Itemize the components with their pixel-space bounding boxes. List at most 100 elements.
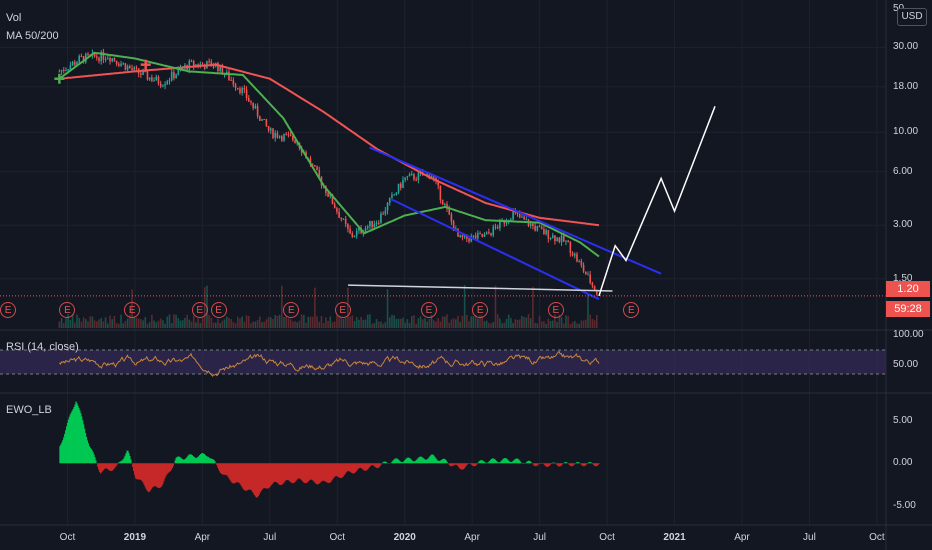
volume-bar bbox=[78, 317, 80, 328]
ewo-bar bbox=[318, 463, 320, 484]
ewo-bar bbox=[487, 462, 489, 464]
candle-body bbox=[327, 192, 329, 197]
candle-body bbox=[314, 165, 316, 167]
ewo-bar bbox=[171, 463, 174, 469]
volume-bar bbox=[217, 318, 219, 328]
ewo-bar bbox=[218, 463, 220, 470]
ewo-bar bbox=[333, 463, 335, 478]
ewo-bar bbox=[295, 463, 297, 481]
ewo-bar bbox=[508, 461, 511, 464]
volume-bar bbox=[270, 317, 272, 328]
ewo-bar bbox=[286, 463, 289, 480]
volume-bar bbox=[391, 314, 393, 328]
ewo-bar bbox=[395, 458, 397, 464]
legend-ma[interactable]: MA 50/200 bbox=[6, 30, 59, 42]
volume-bar bbox=[510, 318, 512, 328]
ewo-bar bbox=[208, 457, 210, 464]
legend-rsi[interactable]: RSI (14, close) bbox=[6, 341, 79, 353]
ewo-bar bbox=[135, 463, 138, 480]
volume-bar bbox=[336, 315, 338, 328]
candle-body bbox=[245, 89, 248, 99]
ewo-bar bbox=[219, 463, 222, 473]
candle-body bbox=[516, 212, 519, 214]
earnings-marker[interactable]: E bbox=[472, 302, 489, 318]
ewo-bar bbox=[515, 458, 517, 464]
ewo-bar bbox=[458, 463, 461, 469]
earnings-marker[interactable]: E bbox=[547, 302, 564, 318]
earnings-marker[interactable]: E bbox=[59, 302, 76, 318]
ewo-bar bbox=[139, 463, 141, 480]
volume-bar bbox=[115, 323, 118, 328]
volume-bar bbox=[84, 319, 87, 328]
volume-bar bbox=[523, 316, 525, 328]
ewo-bar bbox=[328, 463, 330, 484]
earnings-marker[interactable]: E bbox=[283, 302, 300, 318]
ewo-bar bbox=[355, 463, 358, 471]
candle-body bbox=[115, 60, 118, 64]
ewo-bar bbox=[404, 459, 407, 464]
ewo-bar bbox=[83, 428, 86, 464]
earnings-marker[interactable]: E bbox=[124, 302, 141, 318]
earnings-marker[interactable]: E bbox=[191, 302, 208, 318]
candle-body bbox=[87, 53, 89, 55]
volume-bar bbox=[349, 316, 351, 328]
ewo-bar bbox=[393, 459, 395, 464]
volume-bar bbox=[424, 318, 426, 328]
ewo-bar bbox=[571, 463, 573, 467]
ewo-bar bbox=[247, 463, 249, 490]
candle-body bbox=[58, 71, 61, 73]
ewo-bar bbox=[472, 463, 474, 466]
time-label: Apr bbox=[734, 532, 750, 543]
ewo-bar bbox=[249, 463, 251, 490]
volume-bar bbox=[551, 320, 554, 328]
ewo-bar bbox=[441, 459, 444, 464]
earnings-marker[interactable]: E bbox=[0, 302, 17, 318]
currency-button[interactable]: USD bbox=[897, 8, 927, 26]
ewo-bar bbox=[475, 463, 478, 465]
candle-body bbox=[228, 71, 230, 80]
ewo-bar bbox=[470, 463, 472, 465]
ewo-label: 0.00 bbox=[893, 457, 913, 469]
ewo-bar bbox=[503, 458, 505, 464]
ewo-bar bbox=[560, 463, 563, 466]
ewo-bar bbox=[269, 463, 272, 486]
candle-body bbox=[159, 83, 162, 87]
volume-bar bbox=[289, 319, 292, 328]
volume-bar bbox=[459, 321, 462, 328]
volume-bar bbox=[225, 316, 228, 328]
ewo-bar bbox=[188, 454, 191, 464]
earnings-marker[interactable]: E bbox=[623, 302, 640, 318]
legend-vol[interactable]: Vol bbox=[6, 12, 22, 24]
ewo-bar bbox=[265, 463, 267, 489]
legend-ewo[interactable]: EWO_LB bbox=[6, 404, 52, 416]
ewo-bar bbox=[223, 463, 225, 475]
volume-bar bbox=[455, 319, 457, 328]
volume-bar bbox=[325, 317, 327, 328]
ewo-bar bbox=[411, 460, 413, 464]
ewo-bar bbox=[180, 457, 182, 464]
ewo-bar bbox=[570, 463, 572, 467]
earnings-marker[interactable]: E bbox=[210, 302, 227, 318]
candle-body bbox=[309, 158, 312, 165]
volume-bar bbox=[102, 321, 105, 328]
ewo-bar bbox=[432, 454, 434, 464]
candle-body bbox=[444, 204, 446, 206]
volume-bar bbox=[232, 321, 235, 328]
candle-body bbox=[104, 59, 107, 61]
ewo-bar bbox=[343, 463, 345, 476]
earnings-marker[interactable]: E bbox=[421, 302, 437, 318]
candle-body bbox=[459, 235, 462, 237]
ewo-bar bbox=[443, 458, 446, 464]
volume-bar bbox=[159, 318, 162, 328]
candle-body bbox=[278, 136, 281, 138]
earnings-marker[interactable]: E bbox=[334, 302, 351, 318]
ewo-bar bbox=[404, 460, 406, 464]
volume-bar bbox=[283, 316, 285, 328]
candle-body bbox=[410, 173, 413, 175]
candle-body bbox=[380, 213, 382, 223]
volume-bar bbox=[481, 315, 484, 328]
candle-body bbox=[71, 61, 74, 66]
ewo-bar bbox=[89, 447, 91, 464]
ewo-bar bbox=[474, 463, 477, 466]
